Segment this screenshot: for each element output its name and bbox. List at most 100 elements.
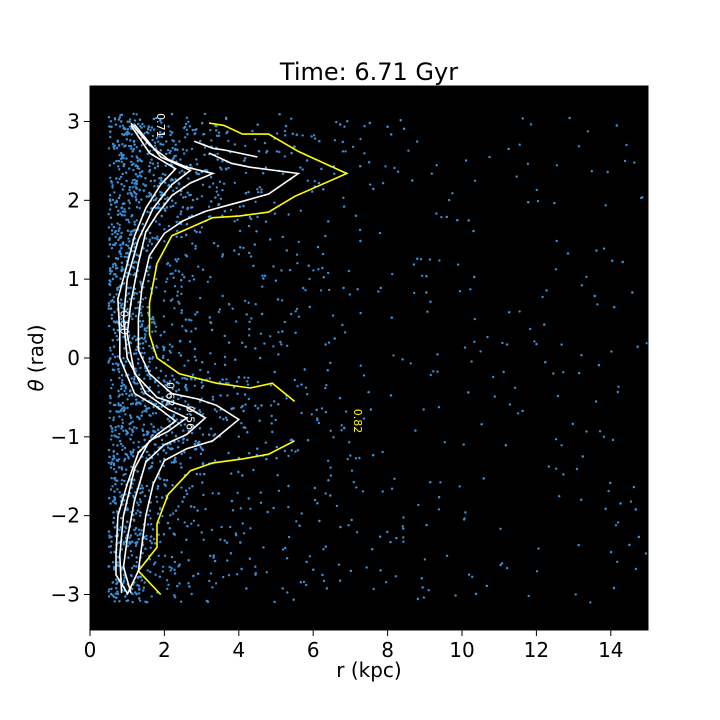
scatter-point xyxy=(160,405,163,408)
scatter-point xyxy=(117,209,120,212)
scatter-point xyxy=(142,589,145,592)
scatter-point xyxy=(252,264,255,268)
scatter-point xyxy=(122,157,125,160)
scatter-point xyxy=(145,484,149,488)
scatter-point xyxy=(578,371,581,375)
scatter-point xyxy=(139,311,143,314)
scatter-point xyxy=(527,594,530,598)
scatter-point xyxy=(149,377,152,380)
scatter-point xyxy=(273,600,276,604)
scatter-point xyxy=(116,288,119,292)
scatter-point xyxy=(115,159,118,163)
scatter-point xyxy=(180,551,183,554)
scatter-point xyxy=(149,517,152,520)
scatter-point xyxy=(188,585,191,588)
scatter-point xyxy=(132,494,135,497)
scatter-point xyxy=(121,124,125,128)
scatter-point xyxy=(161,132,165,135)
scatter-point xyxy=(429,481,432,484)
scatter-point xyxy=(122,127,126,130)
scatter-point xyxy=(359,239,362,243)
scatter-point xyxy=(160,179,163,182)
scatter-point xyxy=(144,177,147,180)
scatter-point xyxy=(645,342,648,345)
scatter-point xyxy=(633,161,636,164)
scatter-point xyxy=(155,197,158,200)
scatter-point xyxy=(547,465,550,468)
scatter-point xyxy=(177,257,180,261)
scatter-point xyxy=(245,313,248,316)
x-axis: 0 2 4 6 8 10 12 14 xyxy=(84,630,624,662)
scatter-point xyxy=(277,403,280,406)
scatter-point xyxy=(130,192,133,196)
scatter-point xyxy=(134,164,137,168)
scatter-point xyxy=(294,310,297,313)
scatter-point xyxy=(136,509,139,512)
scatter-point xyxy=(141,490,144,494)
scatter-point xyxy=(165,140,168,143)
scatter-point xyxy=(176,290,179,293)
scatter-point xyxy=(248,557,252,560)
scatter-point xyxy=(149,546,152,549)
scatter-point xyxy=(126,308,129,311)
scatter-point xyxy=(184,329,187,332)
scatter-point xyxy=(212,182,215,185)
scatter-point xyxy=(134,185,137,188)
scatter-point xyxy=(123,576,126,579)
scatter-point xyxy=(154,220,158,223)
scatter-point xyxy=(229,525,232,529)
scatter-point xyxy=(229,208,233,212)
scatter-point xyxy=(320,167,323,171)
scatter-point xyxy=(162,448,165,452)
scatter-point xyxy=(235,320,238,323)
scatter-point xyxy=(145,457,148,460)
scatter-point xyxy=(201,361,204,364)
scatter-point xyxy=(122,335,125,339)
scatter-point xyxy=(118,250,121,254)
scatter-point xyxy=(422,596,426,599)
scatter-point xyxy=(414,429,417,432)
scatter-point xyxy=(164,209,167,212)
scatter-point xyxy=(133,291,136,295)
scatter-point xyxy=(212,554,215,557)
scatter-point xyxy=(416,597,420,601)
scatter-point xyxy=(133,223,137,226)
scatter-point xyxy=(120,548,124,551)
scatter-point xyxy=(170,177,173,181)
scatter-point xyxy=(244,171,248,175)
scatter-point xyxy=(365,566,368,569)
scatter-point xyxy=(135,113,138,116)
scatter-point xyxy=(110,229,114,232)
scatter-point xyxy=(201,384,205,388)
scatter-point xyxy=(183,521,186,524)
scatter-point xyxy=(118,153,121,157)
scatter-point xyxy=(191,373,195,376)
scatter-point xyxy=(180,235,183,239)
scatter-point xyxy=(243,159,246,162)
scatter-point xyxy=(290,438,293,441)
scatter-point xyxy=(295,253,299,256)
scatter-point xyxy=(609,481,612,485)
scatter-point xyxy=(545,289,548,292)
scatter-point xyxy=(258,186,261,189)
scatter-point xyxy=(142,183,145,186)
scatter-point xyxy=(266,510,269,514)
scatter-point xyxy=(149,436,153,439)
scatter-point xyxy=(310,413,313,416)
scatter-point xyxy=(116,338,119,342)
scatter-point xyxy=(644,552,648,555)
scatter-point xyxy=(217,310,220,314)
scatter-point xyxy=(143,132,146,135)
scatter-point xyxy=(287,454,290,458)
scatter-point xyxy=(114,426,117,429)
scatter-point xyxy=(124,385,127,388)
scatter-point xyxy=(148,344,151,348)
scatter-point xyxy=(159,460,162,463)
scatter-point xyxy=(125,179,128,183)
scatter-point xyxy=(341,140,344,144)
scatter-point xyxy=(146,152,149,156)
scatter-point xyxy=(166,521,170,525)
scatter-point xyxy=(152,173,155,177)
scatter-point xyxy=(171,204,175,208)
scatter-point xyxy=(153,128,156,131)
